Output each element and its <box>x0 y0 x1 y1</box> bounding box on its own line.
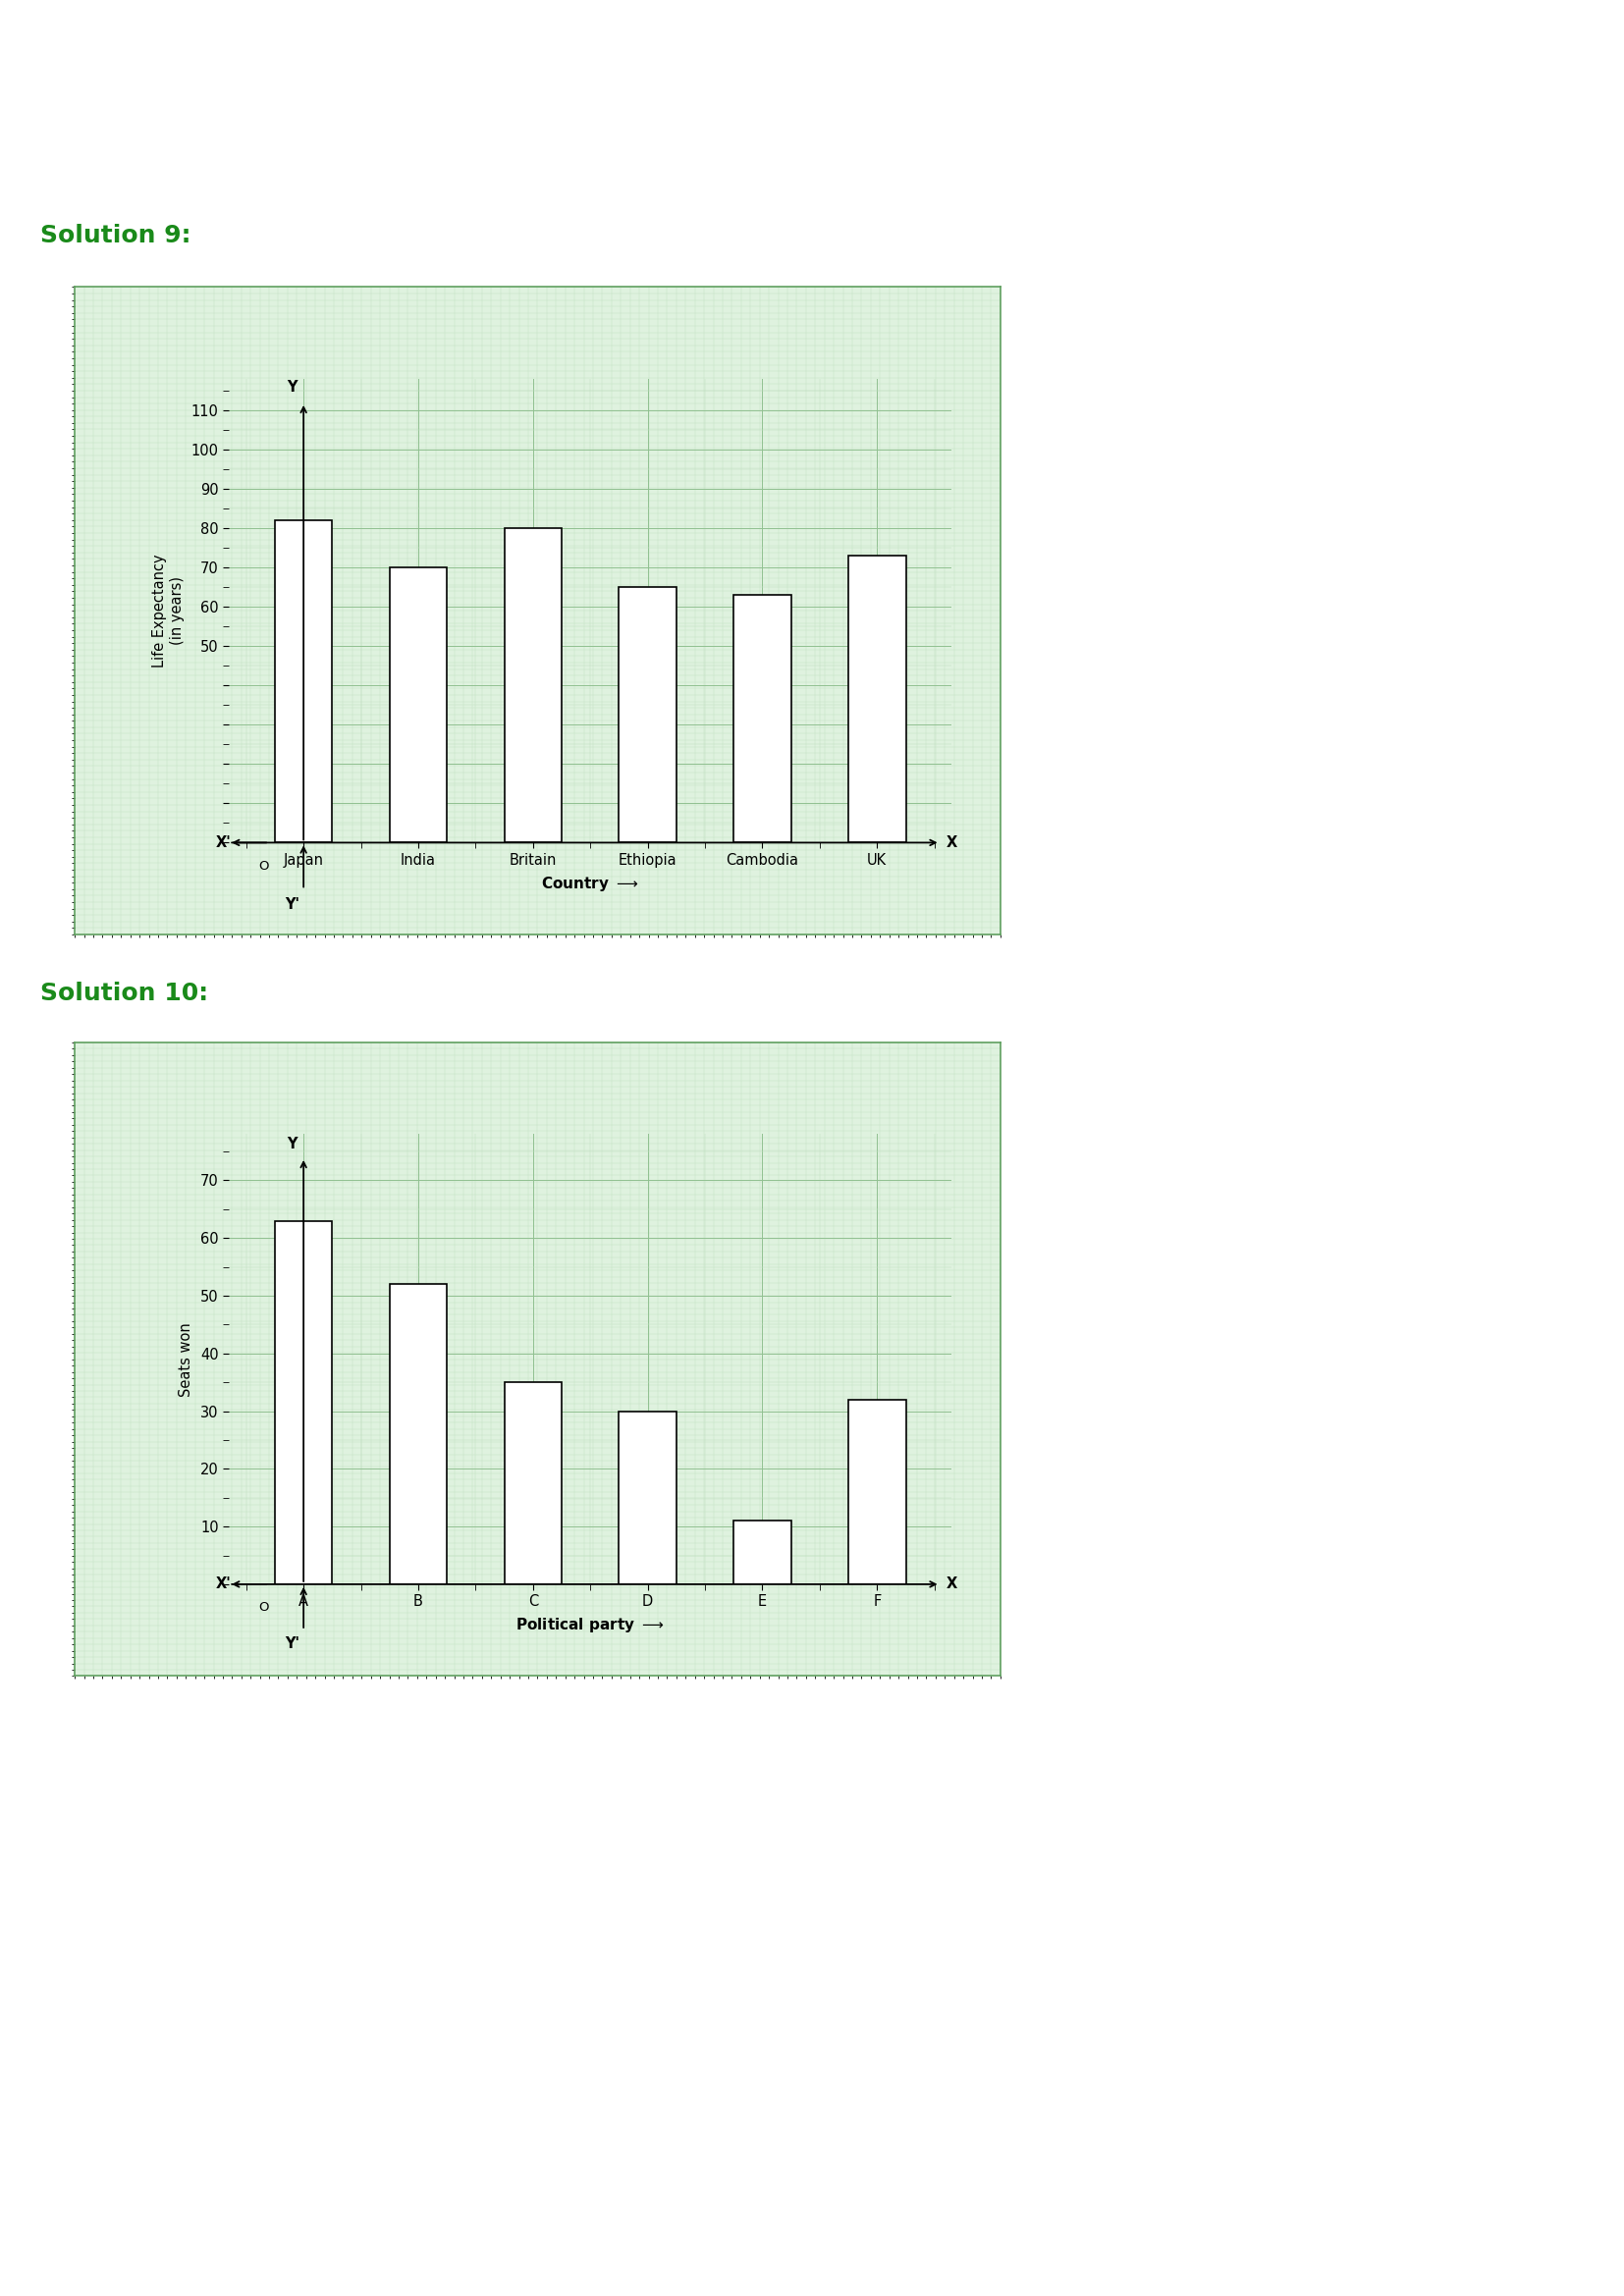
Text: X': X' <box>216 836 231 850</box>
Text: ✏: ✏ <box>76 69 96 92</box>
Bar <box>619 588 676 843</box>
Bar <box>848 556 906 843</box>
Text: Class - 9: Class - 9 <box>857 30 961 51</box>
Bar <box>505 1382 562 1584</box>
Text: Y': Y' <box>284 898 299 912</box>
Text: Y: Y <box>287 1137 297 1153</box>
Y-axis label: Seats won: Seats won <box>179 1322 193 1396</box>
Text: RS Aggarwal Solutions: RS Aggarwal Solutions <box>778 87 1041 108</box>
Text: X: X <box>945 1577 957 1591</box>
Bar <box>619 1412 676 1584</box>
Text: Study Path: Study Path <box>55 140 117 152</box>
Text: X: X <box>945 836 957 850</box>
Text: O: O <box>258 1600 268 1614</box>
Bar <box>505 528 562 843</box>
Text: O: O <box>258 859 268 872</box>
Bar <box>274 1221 333 1584</box>
Bar <box>274 521 333 843</box>
Bar <box>390 1283 447 1584</box>
Bar <box>734 1520 791 1584</box>
Bar <box>390 567 447 843</box>
Text: Solution 10:: Solution 10: <box>41 980 208 1006</box>
Bar <box>734 595 791 843</box>
Bar <box>848 1401 906 1584</box>
Text: X': X' <box>216 1577 231 1591</box>
X-axis label: Country $\longrightarrow$: Country $\longrightarrow$ <box>541 875 640 893</box>
Text: Page 5 of 6: Page 5 of 6 <box>757 2252 867 2271</box>
Text: Y: Y <box>287 379 297 395</box>
Text: Solution 9:: Solution 9: <box>41 223 192 248</box>
Text: Chapter 17: Bar Graph, Histogram and Frequency Polygon: Chapter 17: Bar Graph, Histogram and Fre… <box>596 149 1223 168</box>
Y-axis label: Life Expectancy
(in years): Life Expectancy (in years) <box>153 553 185 668</box>
X-axis label: Political party $\longrightarrow$: Political party $\longrightarrow$ <box>516 1616 664 1635</box>
Text: Y': Y' <box>284 1637 299 1651</box>
